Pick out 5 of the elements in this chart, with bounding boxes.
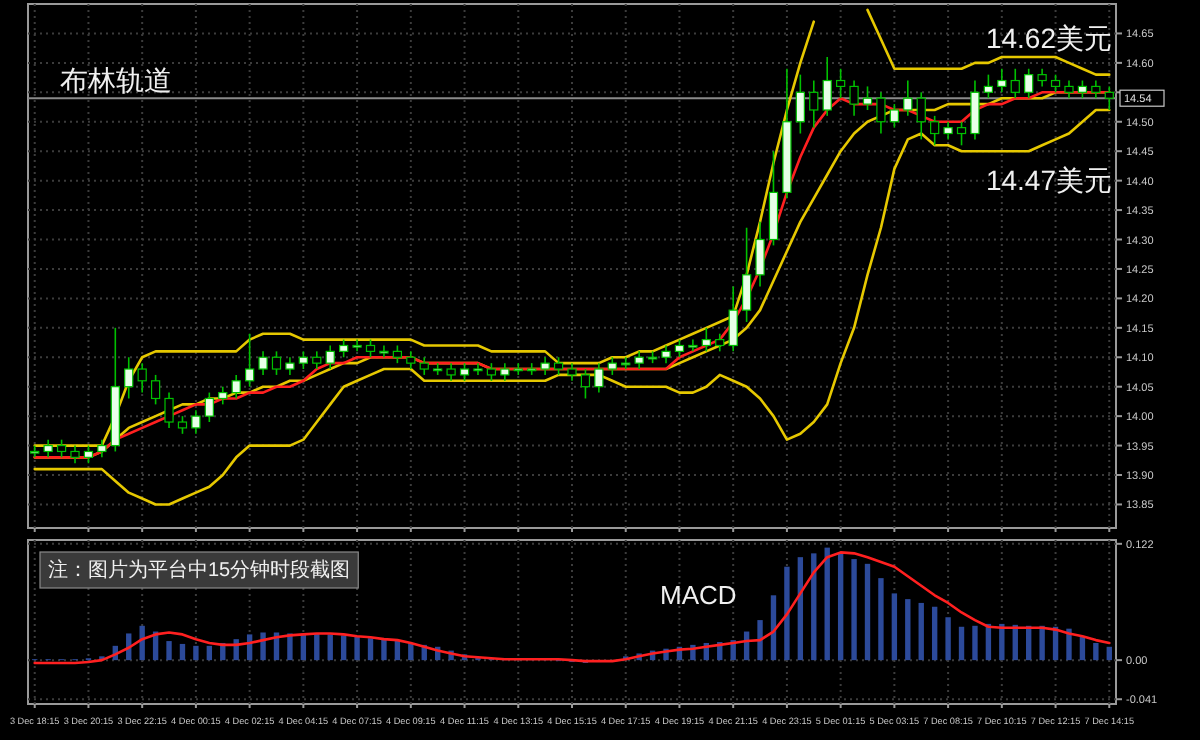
annotation: 注：图片为平台中15分钟时段截图 bbox=[48, 558, 351, 582]
annotation: 14.47美元 bbox=[985, 164, 1112, 196]
annotation: 布林轨道 bbox=[60, 64, 172, 96]
annotation: MACD bbox=[660, 580, 737, 610]
annotation: 14.62美元 bbox=[985, 22, 1112, 54]
